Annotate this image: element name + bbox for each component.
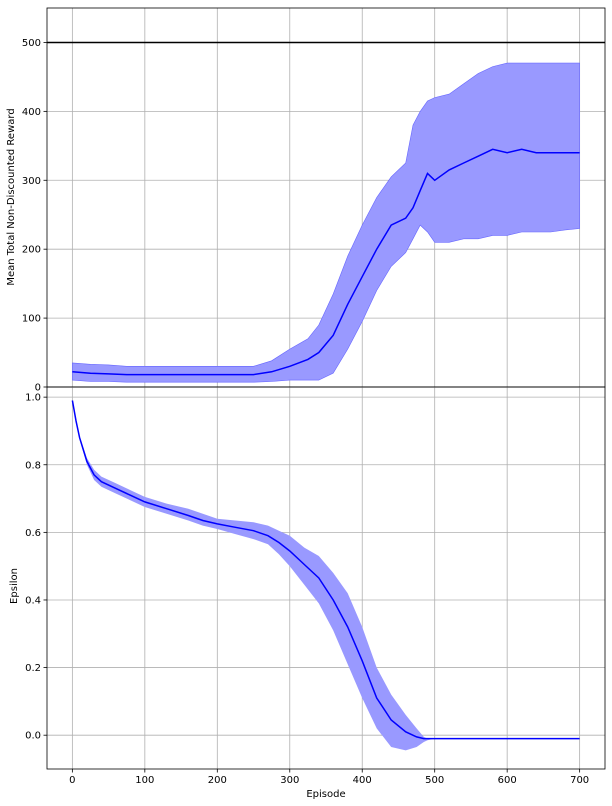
y-tick-label: 0.6	[25, 528, 41, 539]
y-tick-label: 0.2	[25, 663, 41, 674]
epsilon-std-band	[72, 400, 580, 751]
x-tick-label: 100	[135, 775, 154, 786]
epsilon-grid	[47, 387, 605, 769]
y-tick-label: 500	[22, 38, 41, 49]
y-tick-label: 0.8	[25, 460, 41, 471]
y-tick-label: 0.4	[25, 595, 41, 606]
episode-x-axis-label: Episode	[306, 789, 345, 800]
reward-mean-line	[72, 148, 580, 376]
y-tick-label: 400	[22, 107, 41, 118]
x-tick-label: 400	[353, 775, 372, 786]
y-tick-label: 0.0	[25, 731, 41, 742]
x-tick-label: 300	[280, 775, 299, 786]
reward-y-ticks: 0 100 200 300 400 500	[22, 38, 47, 394]
episode-x-ticks: 0 100 200 300 400 500 600 700	[69, 769, 589, 786]
x-tick-label: 600	[498, 775, 517, 786]
x-tick-label: 500	[425, 775, 444, 786]
x-tick-label: 0	[69, 775, 75, 786]
epsilon-y-axis-label: Epsilon	[9, 568, 20, 604]
y-tick-label: 0	[35, 383, 41, 394]
epsilon-panel: 0.0 0.2 0.4 0.6 0.8 1.0 0 100 200 300 400 500 600 70…	[9, 386, 606, 800]
y-tick-label: 300	[22, 176, 41, 187]
reward-std-band	[72, 62, 580, 383]
y-tick-label: 200	[22, 245, 41, 256]
epsilon-y-ticks: 0.0 0.2 0.4 0.6 0.8 1.0	[25, 393, 47, 742]
reward-y-axis-label: Mean Total Non-Discounted Reward	[6, 108, 17, 285]
x-tick-label: 200	[208, 775, 227, 786]
y-tick-label: 100	[22, 314, 41, 325]
x-tick-label: 700	[570, 775, 589, 786]
y-tick-label: 1.0	[25, 393, 41, 404]
epsilon-axes-frame	[46, 386, 606, 770]
epsilon-mean-line	[71, 400, 580, 740]
